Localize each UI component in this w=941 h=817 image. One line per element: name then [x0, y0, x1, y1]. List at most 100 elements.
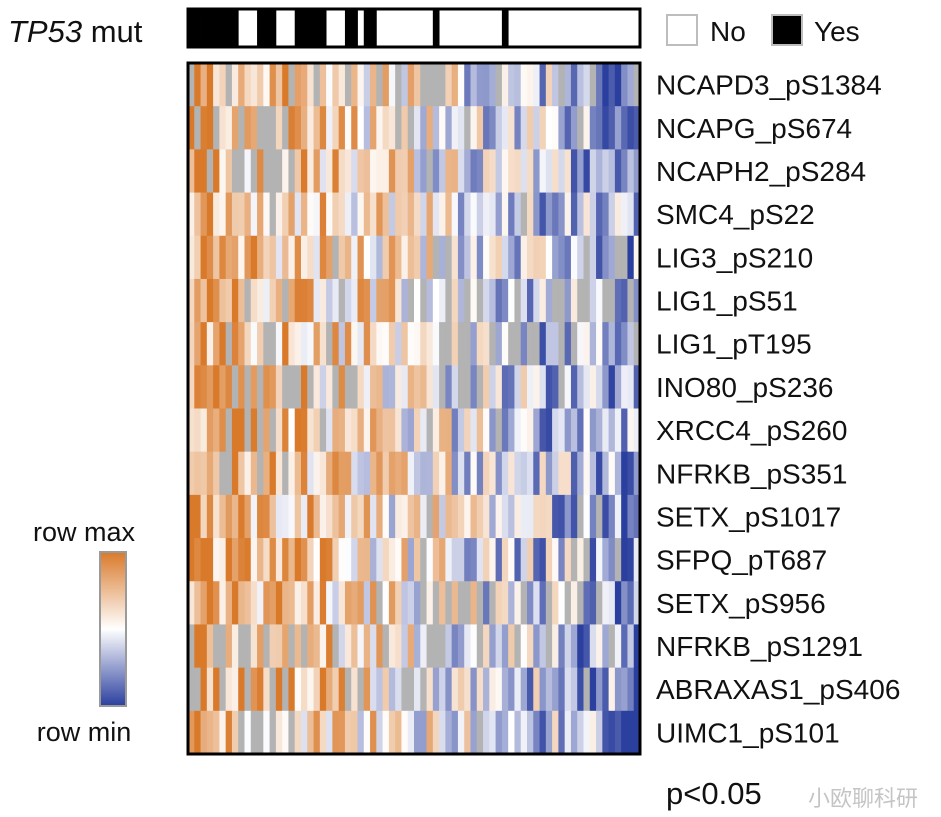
heatmap-cell: [332, 365, 340, 410]
heatmap-cell: [200, 63, 208, 107]
heatmap-cell: [602, 365, 610, 410]
heatmap-cell: [332, 322, 340, 366]
heatmap-cell: [269, 106, 277, 150]
heatmap-cell: [200, 451, 208, 496]
annotation-mutation-cell: [225, 9, 233, 47]
heatmap-cell: [395, 667, 403, 712]
heatmap-cell: [564, 235, 572, 280]
heatmap-cell: [426, 149, 434, 194]
heatmap-cell: [238, 322, 246, 366]
heatmap-cell: [370, 581, 377, 626]
heatmap-cell: [257, 667, 264, 712]
heatmap-cell: [583, 235, 591, 280]
heatmap-cell: [244, 235, 252, 280]
heatmap-cell: [275, 451, 283, 496]
heatmap-cell: [376, 365, 384, 410]
heatmap-cell: [527, 451, 534, 496]
heatmap-cell: [388, 538, 396, 582]
heatmap-cell: [388, 581, 396, 626]
heatmap-cell: [200, 235, 208, 280]
heatmap-cell: [388, 322, 396, 366]
heatmap-cell: [545, 710, 553, 755]
heatmap-cell: [432, 235, 440, 280]
heatmap-cell: [420, 451, 428, 496]
heatmap-cell: [363, 63, 371, 107]
heatmap-cell: [282, 667, 290, 712]
heatmap-cell: [552, 278, 559, 323]
heatmap-cell: [583, 322, 591, 366]
color-scale-legend: row max row min: [33, 517, 136, 747]
annotation-mutation-cell: [301, 9, 308, 47]
heatmap-cell: [432, 365, 440, 410]
heatmap-cell: [470, 710, 478, 755]
heatmap-cell: [326, 494, 333, 539]
heatmap-cell: [489, 278, 497, 323]
heatmap-cell: [564, 278, 572, 323]
heatmap-cell: [357, 451, 365, 496]
heatmap-cell: [357, 63, 365, 107]
heatmap-cell: [476, 235, 484, 280]
heatmap-cell: [401, 408, 409, 453]
heatmap-cell: [332, 667, 340, 712]
heatmap-cell: [514, 63, 522, 107]
heatmap-cell: [326, 278, 333, 323]
heatmap-cell: [344, 149, 352, 194]
heatmap-cell: [564, 192, 572, 237]
heatmap-cell: [420, 106, 428, 150]
heatmap-cell: [514, 710, 522, 755]
heatmap-cell: [483, 149, 490, 194]
heatmap-cell: [326, 365, 333, 410]
heatmap-cell: [476, 106, 484, 150]
heatmap-cell: [200, 581, 208, 626]
heatmap-cell: [319, 581, 327, 626]
heatmap-cell: [420, 408, 428, 453]
heatmap-cell: [501, 667, 509, 712]
heatmap-cell: [539, 365, 547, 410]
heatmap-cell: [508, 278, 516, 323]
heatmap-cell: [238, 63, 246, 107]
heatmap-cell: [319, 235, 327, 280]
heatmap-cell: [633, 538, 641, 582]
heatmap-cell: [439, 235, 446, 280]
heatmap-cell: [263, 149, 271, 194]
annotation-mutation-cell: [206, 9, 214, 47]
heatmap-cell: [633, 149, 641, 194]
heatmap-cell: [206, 278, 214, 323]
heatmap-cell: [602, 192, 610, 237]
heatmap-cell: [533, 538, 541, 582]
heatmap-cell: [388, 451, 396, 496]
heatmap-cell: [451, 581, 459, 626]
heatmap-cell: [401, 581, 409, 626]
heatmap-cell: [382, 581, 390, 626]
heatmap-cell: [257, 494, 264, 539]
heatmap-cell: [627, 667, 635, 712]
heatmap-cell: [407, 538, 415, 582]
heatmap-cell: [370, 494, 377, 539]
heatmap-cell: [344, 581, 352, 626]
heatmap-cell: [344, 235, 352, 280]
heatmap-cell: [457, 710, 465, 755]
heatmap-cell: [501, 192, 509, 237]
heatmap-cell: [238, 538, 246, 582]
heatmap-cell: [231, 192, 239, 237]
heatmap-cell: [301, 494, 308, 539]
heatmap-cell: [608, 667, 616, 712]
heatmap-cell: [395, 624, 403, 669]
heatmap-cell: [395, 235, 403, 280]
heatmap-cell: [200, 192, 208, 237]
heatmap-cell: [489, 235, 497, 280]
heatmap-cell: [206, 149, 214, 194]
heatmap-cell: [589, 408, 597, 453]
heatmap-cell: [213, 710, 220, 755]
heatmap-cell: [338, 365, 346, 410]
heatmap-cell: [533, 581, 541, 626]
heatmap-cell: [313, 149, 321, 194]
heatmap-cell: [282, 581, 290, 626]
heatmap-cell: [301, 451, 308, 496]
row-label: INO80_pS236: [656, 372, 833, 403]
heatmap-cell: [188, 494, 195, 539]
heatmap-cell: [395, 581, 403, 626]
heatmap-cell: [520, 149, 528, 194]
heatmap-cell: [231, 278, 239, 323]
heatmap-cell: [564, 365, 572, 410]
